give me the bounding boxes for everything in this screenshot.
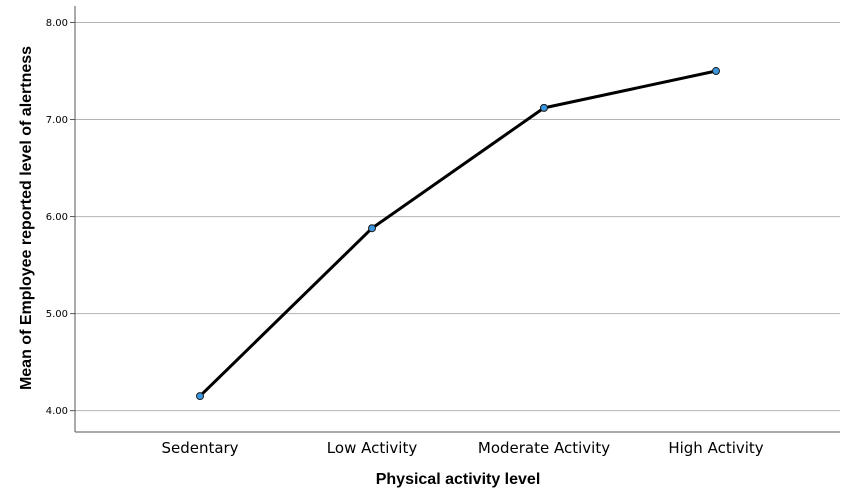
y-tick-label: 5.00 [46,309,68,320]
data-point [712,67,720,76]
x-tick-label: Sedentary [161,439,238,457]
data-point [368,224,376,233]
x-axis-title: Physical activity level [376,471,541,488]
y-tick-labels: 4.00 5.00 6.00 7.00 8.00 [46,18,68,417]
axes [70,6,840,433]
gridlines [75,21,840,412]
x-tick-labels: Sedentary Low Activity Moderate Activity Hi… [161,439,763,457]
series-line [198,69,717,398]
y-axis-title: Mean of Employee reported level of alert… [18,46,35,390]
alertness-series-line [198,69,717,398]
data-point [196,392,204,401]
data-points [196,67,720,401]
x-tick-label: Moderate Activity [478,439,610,457]
y-tick-label: 6.00 [46,212,68,223]
y-tick-label: 7.00 [46,115,68,126]
y-tick-label: 8.00 [46,18,68,29]
y-tick-label: 4.00 [46,406,68,417]
x-tick-label: Low Activity [327,439,418,457]
data-point [540,103,548,112]
x-tick-label: High Activity [668,439,763,457]
